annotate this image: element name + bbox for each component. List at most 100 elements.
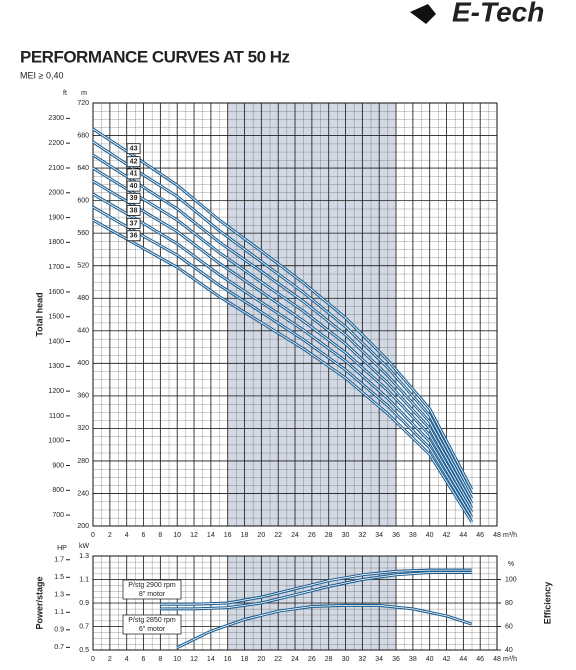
y2-tick-label: 2100 bbox=[48, 165, 64, 172]
y-tick-label: 240 bbox=[77, 490, 89, 497]
y-tick-label: 200 bbox=[77, 523, 89, 530]
hp-tick-label: 0.9 bbox=[54, 627, 64, 634]
x-tick-label: 30 bbox=[342, 656, 350, 663]
x-tick-label: 32 bbox=[358, 656, 366, 663]
hp-tick-label: 1.5 bbox=[54, 574, 64, 581]
y2-unit: ft bbox=[63, 90, 67, 97]
x-tick-label: 20 bbox=[257, 532, 265, 539]
x-tick-label: 28 bbox=[325, 656, 333, 663]
x-tick-label: 46 bbox=[476, 532, 484, 539]
x-tick-label: 14 bbox=[207, 656, 215, 663]
y2-tick-label: 800 bbox=[52, 487, 64, 494]
annotation: 8" motor bbox=[139, 591, 166, 598]
x-tick-label: 34 bbox=[375, 532, 383, 539]
curve-label-box bbox=[126, 230, 141, 242]
x-tick-label: 38 bbox=[409, 656, 417, 663]
x-axis-label: m³/h bbox=[503, 532, 517, 539]
brand: E-Tech bbox=[452, 0, 544, 27]
x-tick-label: 42 bbox=[443, 532, 451, 539]
x-tick-label: 38 bbox=[409, 532, 417, 539]
curve-core bbox=[92, 219, 473, 523]
hp-tick-label: 1.7 bbox=[54, 557, 64, 564]
x-tick-label: 44 bbox=[459, 532, 467, 539]
x-tick-label: 24 bbox=[291, 656, 299, 663]
x-tick-label: 4 bbox=[125, 532, 129, 539]
x-tick-label: 24 bbox=[291, 532, 299, 539]
x-tick-label: 12 bbox=[190, 532, 198, 539]
x-tick-label: 36 bbox=[392, 656, 400, 663]
annotation-box bbox=[122, 614, 182, 635]
y-tick-label: 360 bbox=[77, 393, 89, 400]
x-tick-label: 6 bbox=[142, 532, 146, 539]
hp-tick-label: 1.1 bbox=[54, 609, 64, 616]
y-tick-label: 640 bbox=[77, 165, 89, 172]
y-tick-label: 320 bbox=[77, 425, 89, 432]
curve-core bbox=[92, 141, 473, 495]
curve-core bbox=[160, 569, 472, 605]
y2-tick-label: 40 bbox=[505, 647, 513, 654]
x-tick-label: 44 bbox=[459, 656, 467, 663]
y-tick-label: 480 bbox=[77, 295, 89, 302]
hp-unit: HP bbox=[57, 545, 67, 552]
x-tick-label: 2 bbox=[108, 532, 112, 539]
annotation: P/stg 2850 rpm bbox=[128, 617, 176, 624]
y2-tick-label: 1600 bbox=[48, 289, 64, 296]
x-tick-label: 40 bbox=[426, 532, 434, 539]
y2-tick-label: 1000 bbox=[48, 438, 64, 445]
x-tick-label: 8 bbox=[158, 532, 162, 539]
plot-frame bbox=[92, 102, 498, 527]
curve-label-box bbox=[126, 143, 141, 155]
x-tick-label: 30 bbox=[342, 532, 350, 539]
y2-tick-label: 1200 bbox=[48, 388, 64, 395]
x-tick-label: 0 bbox=[91, 532, 95, 539]
y2-tick-label: 1500 bbox=[48, 314, 64, 321]
y-tick-label: 0.5 bbox=[79, 647, 89, 654]
y2-axis-title: Efficiency bbox=[542, 582, 552, 625]
x-tick-label: 32 bbox=[358, 532, 366, 539]
subtitle: MEI ≥ 0,40 bbox=[20, 70, 63, 80]
curve-label-box bbox=[126, 156, 141, 168]
y-axis-title: Total head bbox=[34, 292, 44, 336]
y2-tick-label: 1800 bbox=[48, 239, 64, 246]
curve-core bbox=[92, 206, 473, 518]
logo-mark bbox=[410, 4, 436, 24]
curve-core bbox=[92, 180, 473, 509]
y2-unit: % bbox=[508, 561, 514, 568]
x-tick-label: 12 bbox=[190, 656, 198, 663]
curve-label-box bbox=[126, 168, 141, 180]
curve-label: 36 bbox=[130, 233, 138, 240]
y2-tick-label: 1900 bbox=[48, 214, 64, 221]
x-tick-label: 40 bbox=[426, 656, 434, 663]
y2-tick-label: 1300 bbox=[48, 363, 64, 370]
curve-label: 41 bbox=[130, 171, 138, 178]
y2-tick-label: 80 bbox=[505, 600, 513, 607]
chart-title: PERFORMANCE CURVES AT 50 Hz bbox=[20, 47, 290, 66]
x-tick-label: 16 bbox=[224, 656, 232, 663]
x-tick-label: 34 bbox=[375, 656, 383, 663]
y-tick-label: 720 bbox=[77, 100, 89, 107]
y2-tick-label: 100 bbox=[505, 576, 517, 583]
curve-core bbox=[177, 605, 472, 648]
y-tick-label: 400 bbox=[77, 360, 89, 367]
x-tick-label: 0 bbox=[91, 656, 95, 663]
curve-label: 42 bbox=[130, 159, 138, 166]
y2-tick-label: 1100 bbox=[49, 413, 64, 420]
x-tick-label: 28 bbox=[325, 532, 333, 539]
x-tick-label: 26 bbox=[308, 656, 316, 663]
y-tick-label: 1.3 bbox=[79, 553, 89, 560]
annotation: 6" motor bbox=[139, 626, 166, 633]
x-tick-label: 26 bbox=[308, 532, 316, 539]
curve-label-box bbox=[126, 205, 141, 216]
curve-label: 37 bbox=[130, 220, 138, 227]
y-axis-title: Power/stage bbox=[34, 576, 44, 629]
x-tick-label: 18 bbox=[241, 656, 249, 663]
x-tick-label: 6 bbox=[142, 656, 146, 663]
hp-tick-label: 1.3 bbox=[54, 592, 64, 599]
curve-core bbox=[92, 193, 473, 513]
x-tick-label: 4 bbox=[125, 656, 129, 663]
curve-core bbox=[160, 572, 472, 610]
curve-label: 40 bbox=[130, 183, 138, 190]
y-tick-label: 680 bbox=[77, 132, 89, 139]
x-tick-label: 18 bbox=[241, 532, 249, 539]
